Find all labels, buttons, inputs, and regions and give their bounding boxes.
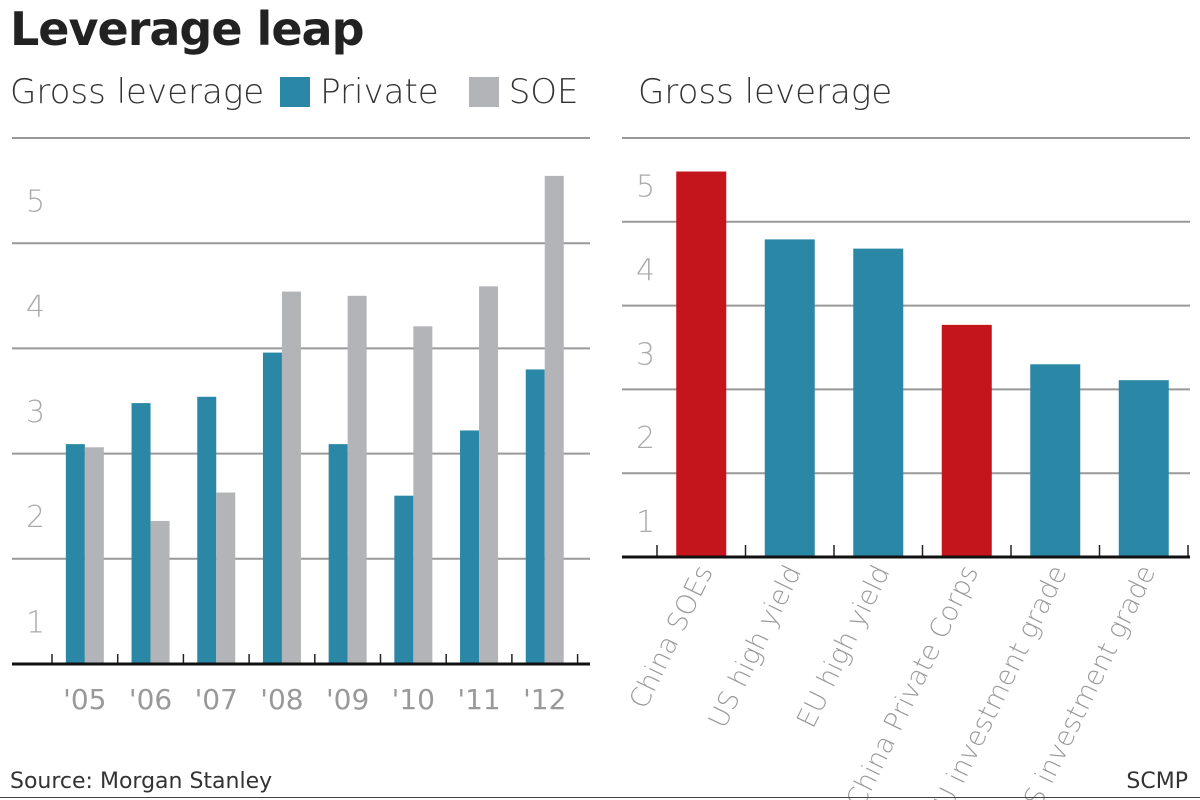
right-y-tick-label: 3 — [636, 337, 655, 372]
left-x-tick-label: '11 — [457, 683, 500, 716]
left-x-tick-label: '09 — [326, 683, 369, 716]
chart-title: Leverage leap — [10, 2, 364, 56]
right-y-tick-label: 2 — [636, 421, 655, 456]
legend-label-soe: SOE — [508, 72, 579, 112]
bar-soe-06 — [150, 520, 170, 664]
right-y-tick-label: 5 — [636, 170, 655, 205]
left-chart-header: Gross leverage Private SOE — [10, 72, 579, 112]
left-x-tick-label: '08 — [260, 683, 303, 716]
bar-private-11 — [460, 430, 480, 664]
bar-eu-high-yield — [853, 248, 904, 557]
bar-soe-07 — [216, 492, 236, 664]
right-y-tick-label: 1 — [636, 505, 655, 540]
bar-private-07 — [197, 396, 217, 664]
left-x-tick-label: '10 — [392, 683, 435, 716]
bar-soe-08 — [281, 291, 301, 664]
bar-private-10 — [394, 495, 414, 664]
left-y-tick-label: 2 — [26, 500, 45, 535]
credit: SCMP — [1126, 769, 1188, 794]
bar-soe-05 — [84, 447, 104, 664]
bar-private-06 — [131, 403, 151, 664]
bar-china-private-corps — [941, 324, 992, 557]
source-note: Source: Morgan Stanley — [10, 769, 273, 794]
bar-private-12 — [525, 369, 545, 664]
left-x-tick-label: '12 — [523, 683, 566, 716]
left-y-tick-label: 1 — [26, 605, 45, 640]
bar-soe-09 — [347, 295, 367, 664]
right-y-tick-label: 4 — [636, 253, 655, 288]
left-chart-subtitle: Gross leverage — [10, 72, 265, 112]
left-x-tick-label: '06 — [129, 683, 172, 716]
legend-swatch-private — [280, 77, 311, 107]
right-x-tick-label: EU high yield — [791, 560, 896, 732]
bar-eu-investment-grade — [1030, 364, 1081, 557]
left-y-tick-label: 5 — [26, 185, 45, 220]
bar-us-investment-grade — [1118, 380, 1169, 557]
bar-soe-10 — [413, 326, 433, 664]
right-x-tick-label: China SOEs — [624, 560, 720, 713]
left-x-tick-label: '05 — [63, 683, 106, 716]
left-y-tick-label: 4 — [26, 290, 45, 325]
left-y-tick-label: 3 — [26, 395, 45, 430]
bar-china-soes — [676, 171, 727, 557]
bar-private-05 — [65, 444, 85, 664]
bottom-rule — [0, 797, 1200, 798]
bar-us-high-yield — [764, 239, 815, 557]
bar-soe-11 — [479, 286, 499, 664]
bar-soe-12 — [544, 175, 564, 664]
bar-private-09 — [328, 444, 348, 664]
right-chart-subtitle: Gross leverage — [638, 72, 893, 112]
legend-swatch-soe — [468, 77, 499, 107]
bar-private-08 — [262, 352, 282, 664]
right-x-tick-label: US high yield — [703, 560, 808, 732]
legend-label-private: Private — [320, 72, 439, 112]
left-x-tick-label: '07 — [195, 683, 238, 716]
